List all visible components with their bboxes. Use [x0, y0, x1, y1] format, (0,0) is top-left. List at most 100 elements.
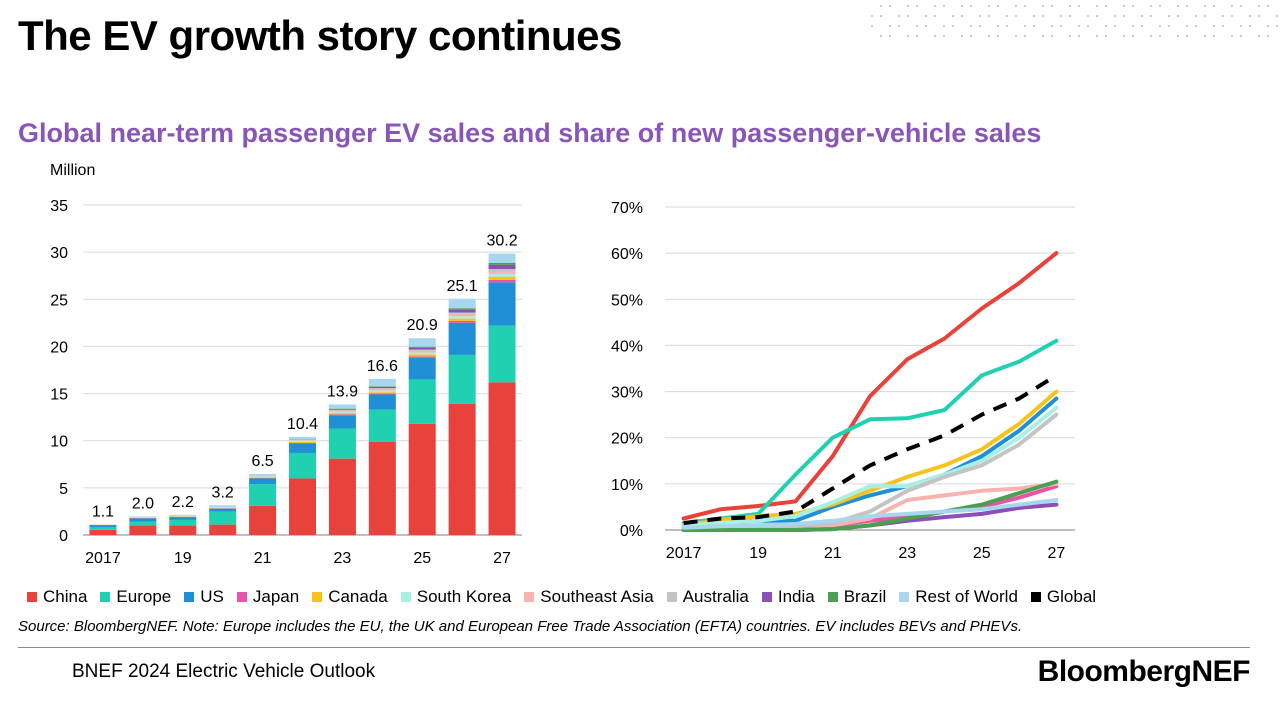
decorative-dot — [1158, 4, 1162, 8]
decorative-dot — [996, 34, 1000, 38]
legend-swatch — [184, 592, 195, 602]
decorative-dot — [1248, 14, 1252, 18]
decorative-dot — [951, 24, 955, 28]
legend-item: India — [761, 587, 815, 607]
bar-segment — [368, 390, 396, 393]
x-tick-label: 19 — [749, 545, 767, 562]
ev-share-line-chart: 0% 10% 20% 30% 40% 50% 60% 70% 2017 19 21 23 25 27 — [611, 200, 1075, 562]
decorative-dot — [906, 4, 910, 8]
decorative-dot — [1113, 24, 1117, 28]
decorative-dot — [1266, 24, 1270, 28]
decorative-dot — [1230, 14, 1234, 18]
bar-segment — [328, 415, 356, 429]
decorative-dot — [1077, 24, 1081, 28]
decorative-dot — [1050, 34, 1054, 38]
bar-segment — [249, 484, 277, 506]
bar-segment — [129, 518, 157, 522]
y-tick-label: 40% — [611, 338, 643, 355]
y-tick-label: 15 — [50, 387, 68, 404]
decorative-dot — [996, 24, 1000, 28]
bar-segment — [488, 264, 516, 270]
bar-segment — [448, 318, 476, 321]
decorative-dot — [1005, 14, 1009, 18]
y-tick-label: 60% — [611, 246, 643, 263]
bar-segment — [488, 273, 516, 277]
bar-segment — [289, 443, 316, 453]
decorative-dot — [888, 4, 892, 8]
decorative-dot — [969, 34, 973, 38]
bar-segment — [448, 403, 476, 535]
series-line-brazil — [681, 479, 1059, 532]
legend-label: India — [777, 587, 815, 606]
decorative-dot — [1014, 14, 1018, 18]
decorative-dot — [1104, 24, 1108, 28]
decorative-dot — [1131, 24, 1135, 28]
bar-segment — [129, 525, 157, 535]
legend-swatch — [666, 592, 677, 602]
decorative-dot — [1005, 24, 1009, 28]
legend-item: US — [184, 587, 224, 607]
decorative-dot — [879, 4, 883, 8]
bar-segment — [209, 511, 237, 525]
decorative-dot — [1257, 4, 1261, 8]
decorative-dot — [1113, 14, 1117, 18]
legend-label: Australia — [682, 587, 749, 606]
bar-segment — [368, 392, 396, 394]
decorative-dot — [1041, 14, 1045, 18]
decorative-dot — [1122, 34, 1126, 38]
bar-segment — [408, 350, 436, 353]
bar-segment — [408, 356, 436, 358]
y-tick-label: 10% — [611, 477, 643, 494]
bar-segment — [408, 357, 436, 380]
decorative-dot — [1194, 24, 1198, 28]
bar-segment — [328, 409, 356, 411]
bar-segment — [368, 389, 396, 391]
decorative-dot — [1086, 24, 1090, 28]
bar-segment — [488, 282, 516, 326]
decorative-dot — [897, 14, 901, 18]
bar-segment — [249, 473, 277, 476]
bar-segment — [488, 325, 516, 383]
decorative-dot — [1041, 34, 1045, 38]
decorative-dot — [879, 34, 883, 38]
decorative-dot — [1158, 34, 1162, 38]
decorative-dot — [1059, 24, 1063, 28]
footer-report-title: BNEF 2024 Electric Vehicle Outlook — [72, 661, 376, 682]
bar-total-label: 16.6 — [367, 358, 398, 375]
x-tick-label: 2017 — [85, 550, 121, 567]
bar-segment — [448, 308, 476, 310]
bar-segment — [408, 347, 436, 350]
x-tick-label: 21 — [824, 545, 842, 562]
legend-swatch — [100, 592, 111, 602]
decorative-dot — [1023, 34, 1027, 38]
decorative-dot — [1095, 34, 1099, 38]
decorative-dot — [942, 24, 946, 28]
x-tick-label: 25 — [413, 550, 431, 567]
y-axis-unit-label: Million — [50, 162, 95, 179]
legend-swatch — [761, 592, 772, 602]
decorative-dot — [1275, 24, 1279, 28]
legend-item: Global — [1030, 587, 1096, 607]
y-tick-label: 35 — [50, 198, 68, 215]
decorative-dot — [1095, 4, 1099, 8]
decorative-dot — [1050, 24, 1054, 28]
bar-segment — [408, 352, 436, 355]
bar-segment — [368, 394, 396, 410]
decorative-dot — [933, 34, 937, 38]
decorative-dot — [906, 14, 910, 18]
series-line-canada — [681, 389, 1059, 528]
decorative-dot — [969, 4, 973, 8]
bar-segment — [448, 316, 476, 319]
decorative-dot — [1068, 34, 1072, 38]
legend-label: Canada — [328, 587, 388, 606]
bar-segment — [408, 379, 436, 424]
legend-label: Rest of World — [915, 587, 1018, 606]
decorative-dot — [960, 14, 964, 18]
y-tick-label: 50% — [611, 292, 643, 309]
legend-label: Europe — [116, 587, 172, 606]
x-tick-label: 25 — [973, 545, 991, 562]
x-tick-label: 19 — [174, 550, 192, 567]
y-tick-label: 10 — [50, 434, 68, 451]
decorative-dot — [1014, 34, 1018, 38]
series-line-south-korea — [681, 405, 1059, 528]
